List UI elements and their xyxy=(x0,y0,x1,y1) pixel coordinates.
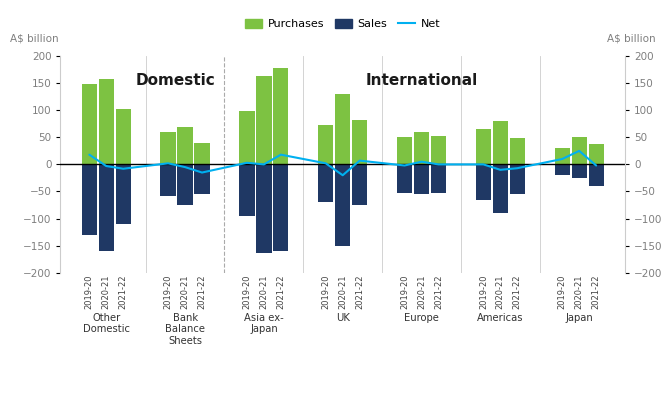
Text: International: International xyxy=(366,73,478,88)
Bar xyxy=(554,164,570,175)
Bar xyxy=(509,138,525,164)
Legend: Purchases, Sales, Net: Purchases, Sales, Net xyxy=(241,14,445,33)
Bar xyxy=(397,164,412,192)
Bar xyxy=(476,164,491,200)
Bar xyxy=(99,164,114,251)
Bar xyxy=(493,121,508,164)
Bar xyxy=(256,164,271,253)
Bar xyxy=(194,143,210,164)
Bar xyxy=(274,164,288,251)
Bar xyxy=(554,148,570,164)
Bar xyxy=(352,120,368,164)
Bar xyxy=(476,129,491,164)
Text: Japan: Japan xyxy=(565,313,593,323)
Text: Domestic: Domestic xyxy=(136,73,215,88)
Bar xyxy=(335,164,350,245)
Bar xyxy=(572,164,587,178)
Bar xyxy=(239,164,255,216)
Text: Bank
Balance
Sheets: Bank Balance Sheets xyxy=(165,313,205,346)
Bar xyxy=(493,164,508,213)
Bar xyxy=(431,136,446,164)
Bar xyxy=(509,164,525,194)
Bar xyxy=(397,137,412,164)
Bar xyxy=(177,127,193,164)
Bar xyxy=(116,164,131,224)
Text: Americas: Americas xyxy=(477,313,523,323)
Bar xyxy=(194,164,210,194)
Bar xyxy=(589,144,603,164)
Bar xyxy=(589,164,603,186)
Bar xyxy=(572,137,587,164)
Bar xyxy=(414,132,429,164)
Text: Europe: Europe xyxy=(404,313,439,323)
Bar xyxy=(431,164,446,192)
Bar xyxy=(335,94,350,164)
Text: Other
Domestic: Other Domestic xyxy=(83,313,130,334)
Bar xyxy=(116,109,131,164)
Bar xyxy=(414,164,429,194)
Bar xyxy=(161,132,176,164)
Bar xyxy=(318,126,333,164)
Bar xyxy=(256,76,271,164)
Text: Asia ex-
Japan: Asia ex- Japan xyxy=(244,313,284,334)
Bar xyxy=(239,111,255,164)
Bar xyxy=(177,164,193,205)
Text: A$ billion: A$ billion xyxy=(9,33,58,43)
Bar xyxy=(274,68,288,164)
Bar xyxy=(161,164,176,196)
Bar xyxy=(82,84,97,164)
Bar xyxy=(82,164,97,235)
Text: A$ billion: A$ billion xyxy=(607,33,656,43)
Bar xyxy=(99,79,114,164)
Bar xyxy=(318,164,333,203)
Text: UK: UK xyxy=(336,313,349,323)
Bar xyxy=(352,164,368,205)
